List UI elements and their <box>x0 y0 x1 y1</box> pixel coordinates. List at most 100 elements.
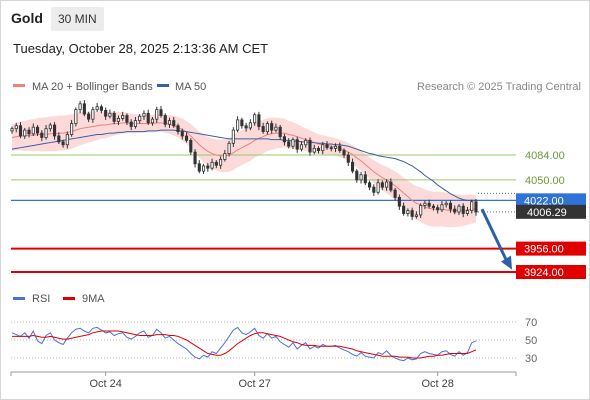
candle-body <box>470 201 474 211</box>
candle-body <box>159 109 163 116</box>
candle-body <box>78 103 82 111</box>
candle-body <box>180 131 184 137</box>
candle-body <box>385 181 389 188</box>
candle-body <box>431 205 435 209</box>
candle-body <box>206 165 210 169</box>
current-price-tag <box>516 204 586 219</box>
level-tag-3956.00 <box>516 241 586 256</box>
candle-body <box>295 139 299 150</box>
ma20-line <box>11 122 476 212</box>
instrument-title: Gold <box>11 10 43 26</box>
ma50-legend-label: MA 50 <box>175 81 206 93</box>
level-label-3924.00: 3924.00 <box>524 267 564 279</box>
candle-body <box>167 120 172 125</box>
x-axis: Oct 24 Oct 27 Oct 28 <box>10 371 517 390</box>
x-tick-label: Oct 24 <box>89 378 121 390</box>
candle-body <box>444 202 448 206</box>
candle-body <box>355 170 359 181</box>
timeframe-button[interactable]: 30 MIN <box>51 7 104 31</box>
candle-body <box>457 205 461 213</box>
candle-body <box>129 121 133 127</box>
candle-body <box>410 210 414 217</box>
candle-body <box>116 118 120 122</box>
candle-body <box>155 109 159 120</box>
candle-body <box>10 128 14 132</box>
candle-body <box>184 135 189 141</box>
candle-body <box>350 161 355 172</box>
candle-body <box>257 114 261 127</box>
candle-body <box>48 124 52 130</box>
candle-body <box>223 153 227 160</box>
rsi-tick-label: 30 <box>525 353 537 365</box>
candle-body <box>253 114 257 124</box>
candle-body <box>121 115 125 119</box>
candle-body <box>325 144 329 149</box>
candle-body <box>393 189 397 198</box>
candle-body <box>189 139 193 153</box>
candle-body <box>99 106 103 111</box>
x-tick-label: Oct 27 <box>238 378 270 390</box>
candle-body <box>423 202 427 206</box>
candle-body <box>312 148 316 153</box>
candle-body <box>44 128 48 138</box>
ma50-legend-swatch <box>157 84 169 87</box>
level-tag-4022.00 <box>516 193 586 208</box>
candle-body <box>108 112 112 117</box>
candle-body <box>74 109 78 124</box>
candle-body <box>40 132 44 138</box>
candle-body <box>304 139 308 146</box>
candle-body <box>346 154 350 163</box>
rsi-tick-label: 50 <box>525 335 537 347</box>
rsi-ma-legend-swatch <box>63 297 75 300</box>
candle-body <box>27 129 31 135</box>
candle-body <box>14 125 18 130</box>
candle-body <box>193 151 197 165</box>
forecast-arrow-shaft <box>480 208 509 263</box>
candle-body <box>291 139 295 147</box>
rsi-tick-label: 70 <box>525 317 537 329</box>
rsi-legend-swatch <box>13 297 25 300</box>
candle-body <box>23 129 27 137</box>
candle-body <box>338 145 342 152</box>
candle-body <box>18 125 23 137</box>
candle-body <box>231 129 235 144</box>
rsi-panel: 70 50 30 <box>11 317 537 365</box>
candle-body <box>138 115 142 122</box>
candle-body <box>112 112 116 122</box>
candle-body <box>261 126 265 132</box>
candle-body <box>287 141 291 147</box>
candle-body <box>65 134 69 146</box>
forecast-arrow-head <box>501 255 512 270</box>
candle-body <box>278 126 282 138</box>
candle-body <box>219 158 223 166</box>
candle-body <box>274 126 278 131</box>
candle-body <box>236 119 240 131</box>
level-label-3956.00: 3956.00 <box>524 244 564 256</box>
candle-body <box>372 186 376 193</box>
price-panel: 4084.00 4050.00 4022.00 3956.00 3924.00 4006.… <box>10 100 586 279</box>
candle-body <box>461 205 465 214</box>
candle-body <box>197 163 201 172</box>
candle-body <box>376 182 380 193</box>
candle-body <box>172 120 176 127</box>
ma50-line <box>11 129 476 201</box>
candle-body <box>465 210 470 214</box>
candle-body <box>31 126 35 135</box>
candle-body <box>329 147 333 150</box>
candle-body <box>244 125 248 129</box>
rsi-ma-line <box>12 330 477 359</box>
ma20-legend-swatch <box>13 84 25 87</box>
candle-body <box>227 142 231 154</box>
candle-body <box>359 174 363 181</box>
candle-body <box>389 181 393 191</box>
level-label-4084.00: 4084.00 <box>525 150 565 162</box>
candle-body <box>380 182 384 188</box>
candle-body <box>35 126 40 134</box>
candle-body <box>57 135 61 143</box>
candle-body <box>265 123 269 133</box>
candle-body <box>299 144 304 150</box>
candle-body <box>146 112 150 124</box>
candle-body <box>402 205 406 214</box>
candle-body <box>104 109 108 117</box>
